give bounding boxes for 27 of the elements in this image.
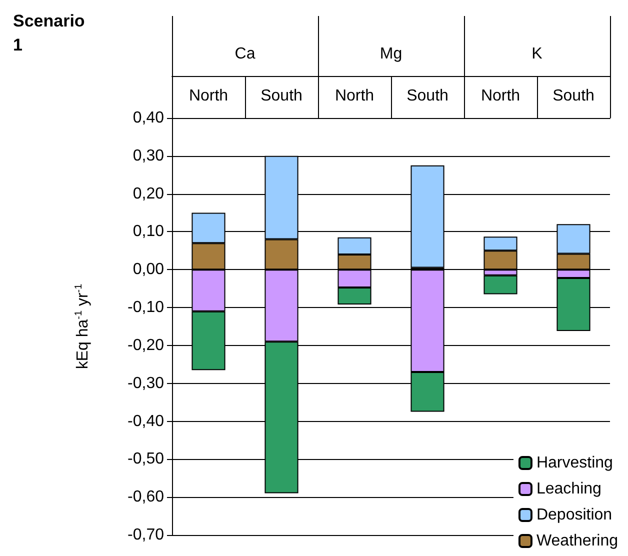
y-tick-label: 0,10 — [132, 223, 164, 240]
y-tick-label: -0,20 — [128, 336, 164, 354]
y-tick-label: -0,60 — [128, 488, 164, 506]
y-tick-label: -0,50 — [128, 450, 164, 468]
text: K — [532, 46, 543, 62]
legend-label: Harvesting — [536, 454, 613, 472]
y-tick-label: -0,10 — [128, 299, 164, 316]
y-tick-label: -0,30 — [128, 374, 164, 392]
x-tick-label: South — [260, 88, 302, 104]
y-tick-label: 0,30 — [132, 147, 164, 164]
y-tick-label: -0,40 — [128, 412, 164, 430]
chart-title: Scenario 1 — [13, 12, 90, 54]
y-tick-label: 0,00 — [132, 261, 164, 278]
y-tick-label: 0,20 — [132, 185, 164, 202]
text: Mg — [380, 46, 402, 62]
x-tick-label: North — [480, 88, 520, 104]
x-tick-label: South — [406, 88, 448, 104]
x-tick-label: North — [188, 88, 228, 104]
x-tick-label: North — [334, 88, 374, 104]
y-tick-label: -0,70 — [128, 526, 164, 544]
y-tick-label: 0,40 — [132, 110, 164, 126]
legend-label: Weathering — [536, 532, 618, 550]
text: Ca — [234, 46, 256, 62]
legend-label: Leaching — [536, 480, 602, 498]
x-tick-label: South — [552, 88, 594, 104]
legend-label: Deposition — [536, 506, 612, 524]
y-axis-title: kEq ha-1 yr-1 — [74, 283, 92, 370]
